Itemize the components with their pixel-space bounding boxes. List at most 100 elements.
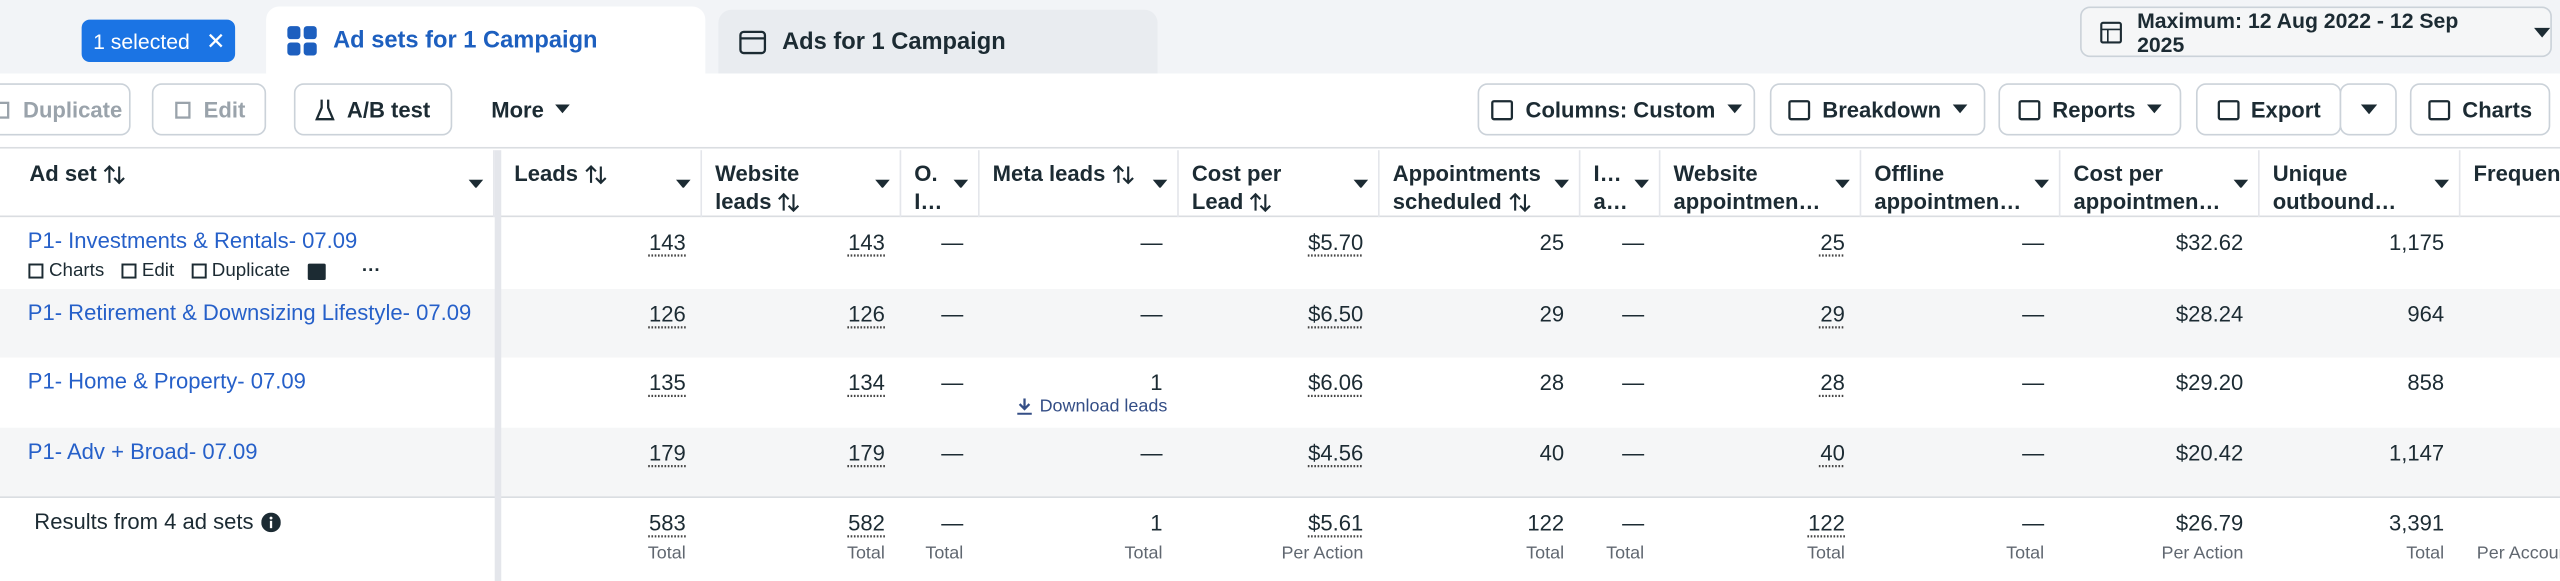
column-header[interactable]: Unique outbound… (2260, 150, 2461, 218)
footer-note: Total (846, 543, 885, 564)
button-label: More (491, 97, 544, 122)
menu-button[interactable]: More (473, 83, 588, 136)
button[interactable]: Export (2195, 83, 2342, 136)
column-menu[interactable] (953, 179, 969, 190)
column-menu[interactable] (675, 179, 692, 190)
column-header[interactable]: O. I… (901, 150, 980, 218)
column-menu[interactable] (468, 179, 485, 190)
row-stripe (0, 427, 2560, 497)
icon (2018, 99, 2041, 120)
column-header[interactable]: Meta leads (980, 150, 1179, 218)
column-header[interactable]: I… a… (1580, 150, 1661, 218)
row-action[interactable]: Edit (121, 261, 174, 281)
column-header[interactable]: Cost per appointmen… (2060, 150, 2260, 218)
cell-value: 126 (648, 302, 686, 327)
column-menu[interactable] (1634, 179, 1650, 190)
cell: 28 (1380, 358, 1581, 423)
column-title: Cost per appointmen… (2073, 161, 2221, 214)
column-header[interactable]: Leads (501, 150, 703, 218)
cell-value: — (2022, 440, 2045, 466)
column-header[interactable]: Website leads (702, 150, 902, 218)
column-menu[interactable] (2434, 179, 2450, 190)
footer-note: Total (1526, 543, 1565, 564)
caret (468, 179, 484, 189)
cell-value: 1 (1150, 370, 1163, 396)
caret (1634, 179, 1650, 189)
column-title: Frequency (2473, 161, 2560, 187)
column-header[interactable]: Ad set (16, 150, 495, 218)
sort-icon[interactable] (584, 165, 607, 185)
button[interactable]: Breakdown (1769, 83, 1986, 136)
cell: — (901, 428, 979, 493)
date-picker[interactable]: Maximum: 12 Aug 2022 - 12 Sep 2025 (2080, 6, 2552, 58)
column-menu[interactable] (2034, 179, 2050, 190)
button[interactable]: Edit (151, 83, 267, 136)
column-title: Unique outbound… (2272, 161, 2397, 214)
cell: 134 (702, 358, 901, 423)
cell-value: 29 (1539, 302, 1565, 327)
row-action[interactable]: Duplicate (191, 261, 290, 281)
button[interactable]: Reports (1998, 83, 2182, 136)
column-title: Website leads (715, 161, 800, 214)
column-menu[interactable] (1835, 179, 1851, 190)
button[interactable]: Charts (2409, 83, 2551, 136)
cell-value: $28.24 (2175, 302, 2244, 327)
footer-label: Results from 4 ad sets (34, 509, 282, 534)
sort-icon[interactable] (778, 192, 801, 213)
cell: 40 (1380, 428, 1581, 493)
cell-value: — (2022, 370, 2045, 396)
cell: 126 (501, 289, 702, 354)
sort-icon[interactable] (1508, 192, 1531, 213)
cell-value: 25 (1820, 230, 1845, 255)
sort-icon[interactable] (1249, 192, 1272, 213)
column-title: Leads (514, 161, 579, 187)
info-icon[interactable] (261, 511, 282, 532)
column-header[interactable]: Cost per Lead (1179, 150, 1380, 218)
sort-icon[interactable] (103, 165, 126, 185)
close-icon[interactable]: ✕ (206, 26, 226, 54)
column-menu[interactable] (1554, 179, 1570, 190)
selection-chip[interactable]: 1 selected ✕ (81, 19, 236, 63)
cell: 135 (501, 358, 702, 423)
caret (1152, 179, 1168, 189)
ad-set-link[interactable]: P1- Investments & Rentals- 07.09 (27, 228, 358, 254)
ad-set-link[interactable]: P1- Retirement & Downsizing Lifestyle- 0… (27, 300, 472, 325)
download-leads[interactable]: Download leads (980, 397, 1167, 416)
dropdown-button[interactable] (2339, 83, 2397, 136)
cell-value: 143 (848, 230, 885, 255)
column-menu[interactable] (1353, 179, 1370, 190)
column-header[interactable]: Offline appointmen… (1861, 150, 2061, 218)
button[interactable]: A/B test (293, 83, 453, 136)
row-actions: Charts Edit Duplicate ··· (28, 261, 381, 281)
button[interactable]: Columns: Custom (1477, 83, 1756, 136)
footer-cell: 3,391 Total (2260, 496, 2461, 578)
cell-value: $4.56 (1308, 440, 1364, 466)
cell: — (1861, 289, 2060, 354)
column-header[interactable]: Website appointmen… (1660, 150, 1862, 218)
footer-value: 122 (1808, 511, 1845, 536)
cell-value: 126 (848, 302, 885, 327)
column-header[interactable]: Frequency (2460, 150, 2560, 217)
tab-label: Ad sets for 1 Campaign (333, 27, 598, 54)
cell-value: — (2022, 230, 2045, 255)
column-menu[interactable] (1152, 179, 1169, 190)
button[interactable]: Duplicate (0, 83, 131, 136)
column-menu[interactable] (875, 179, 891, 190)
row-action[interactable]: Charts (28, 261, 105, 281)
footer-note: Total (925, 543, 964, 564)
footer-cell: — Total (901, 496, 979, 578)
sort-icon[interactable] (1112, 165, 1135, 185)
more-icon[interactable]: ··· (361, 261, 381, 281)
column-menu[interactable] (2233, 179, 2250, 190)
cell-value: 179 (848, 440, 885, 466)
image-icon[interactable] (306, 262, 326, 280)
ad-set-link[interactable]: P1- Adv + Broad- 07.09 (27, 439, 258, 464)
column-header[interactable]: Appointments scheduled (1380, 150, 1581, 218)
footer-note: Per Action (2161, 543, 2244, 564)
cell: — (1580, 358, 1660, 423)
tab[interactable]: Ads for 1 Campaign (718, 9, 1158, 74)
cell: — (980, 289, 1179, 354)
icon (121, 263, 137, 279)
ad-set-link[interactable]: P1- Home & Property- 07.09 (27, 368, 306, 394)
tab-active[interactable]: Ad sets for 1 Campaign (266, 6, 706, 76)
